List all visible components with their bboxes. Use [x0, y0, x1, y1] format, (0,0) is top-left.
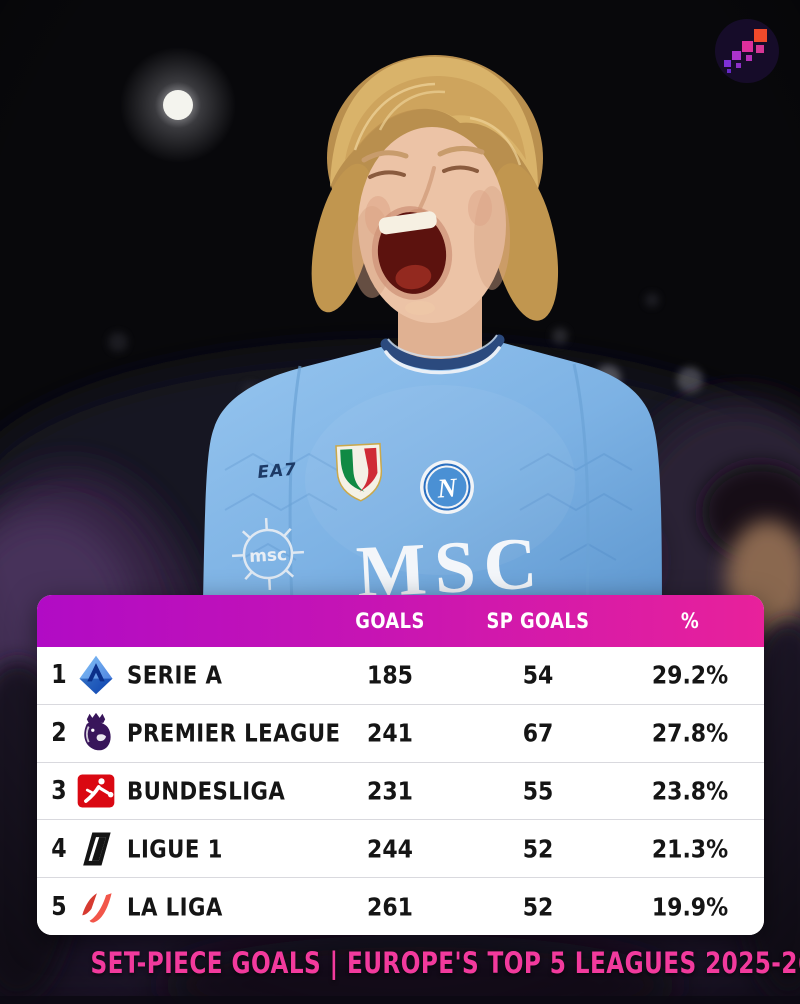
- pct-value: 27.8%: [651, 718, 729, 748]
- column-header-sp-goals: SP GOALS: [486, 609, 590, 633]
- rank-label: 1: [51, 660, 67, 691]
- bundesliga-logo-icon: [73, 768, 119, 814]
- rank-label: 3: [51, 775, 67, 806]
- sp-goals-value: 67: [522, 718, 554, 748]
- league-name: LIGUE 1: [127, 834, 223, 864]
- table-row: 5 LA LIGA 261 52 19.9%: [37, 877, 764, 935]
- ligue-1-logo-icon: [73, 826, 119, 872]
- stats-staircase-logo-icon: [715, 19, 779, 83]
- table-row: 4 LIGUE 1 244 52 21.3%: [37, 819, 764, 878]
- column-header-goals: GOALS: [355, 609, 425, 633]
- pct-value: 29.2%: [651, 660, 729, 690]
- pct-value: 19.9%: [651, 892, 729, 922]
- goals-value: 261: [367, 892, 413, 922]
- footer-caption-text: SET-PIECE GOALS | EUROPE'S TOP 5 LEAGUES…: [90, 946, 800, 980]
- goals-value: 244: [367, 834, 413, 864]
- league-name: BUNDESLIGA: [127, 776, 286, 806]
- table-row: 3 BUNDESLIGA 231 55 23.8%: [37, 761, 764, 820]
- league-table-card: GOALS SP GOALS % 1 SERIE A 185 54 29.2% …: [37, 595, 764, 935]
- footer-caption: SET-PIECE GOALS | EUROPE'S TOP 5 LEAGUES…: [0, 946, 800, 980]
- column-header-pct: %: [680, 609, 700, 633]
- rank-label: 5: [51, 891, 67, 922]
- pct-value: 21.3%: [651, 834, 729, 864]
- league-name: SERIE A: [127, 660, 223, 690]
- goals-value: 231: [367, 776, 413, 806]
- league-name: PREMIER LEAGUE: [127, 718, 341, 748]
- pct-value: 23.8%: [651, 776, 729, 806]
- league-name: LA LIGA: [127, 892, 223, 922]
- goals-value: 185: [367, 660, 413, 690]
- sp-goals-value: 55: [522, 776, 554, 806]
- goals-value: 241: [367, 718, 413, 748]
- rank-label: 2: [51, 718, 67, 749]
- sp-goals-value: 52: [522, 834, 554, 864]
- sp-goals-value: 52: [522, 892, 554, 922]
- table-header: GOALS SP GOALS %: [37, 595, 764, 647]
- table-row: 1 SERIE A 185 54 29.2%: [37, 647, 764, 704]
- sp-goals-value: 54: [522, 660, 554, 690]
- la-liga-logo-icon: [73, 884, 119, 930]
- table-row: 2 PREMIER LEAGUE 241 67 27.8%: [37, 703, 764, 762]
- rank-label: 4: [51, 833, 67, 864]
- premier-league-logo-icon: [73, 710, 119, 756]
- serie-a-logo-icon: [73, 652, 119, 698]
